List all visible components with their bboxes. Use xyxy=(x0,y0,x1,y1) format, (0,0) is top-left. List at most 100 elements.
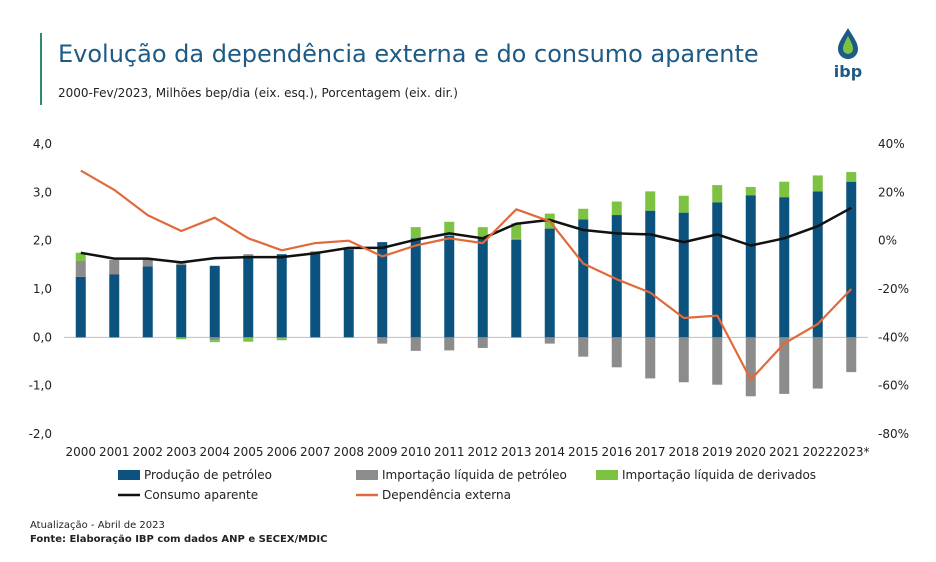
importacao-derivados-bar xyxy=(712,185,723,203)
legend-label: Consumo aparente xyxy=(144,488,258,502)
x-axis-tick-label: 2000 xyxy=(65,445,96,459)
producao-bar xyxy=(343,249,354,338)
producao-bar xyxy=(511,239,522,338)
importacao-derivados-bar xyxy=(243,337,254,342)
x-axis-tick-label: 2011 xyxy=(434,445,465,459)
producao-bar xyxy=(142,266,153,338)
x-axis-tick-label: 2021 xyxy=(769,445,800,459)
importacao-petroleo-bar xyxy=(578,337,589,357)
importacao-petroleo-bar xyxy=(444,337,455,351)
x-axis-tick-label: 2020 xyxy=(735,445,766,459)
importacao-petroleo-bar xyxy=(678,337,689,383)
logo-text: ibp xyxy=(834,62,862,81)
importacao-petroleo-bar xyxy=(712,337,723,385)
producao-bar xyxy=(310,252,321,338)
importacao-derivados-bar xyxy=(410,227,421,239)
right-axis-tick-label: -40% xyxy=(878,330,909,344)
importacao-petroleo-bar xyxy=(544,337,555,344)
dependencia-externa-line xyxy=(80,169,853,381)
importacao-petroleo-bar xyxy=(645,337,656,379)
x-axis-tick-label: 2023* xyxy=(833,445,870,459)
x-axis-tick-label: 2014 xyxy=(534,445,565,459)
right-axis-tick-label: 0% xyxy=(878,234,897,248)
source-note: Fonte: Elaboração IBP com dados ANP e SE… xyxy=(30,534,328,545)
importacao-derivados-bar xyxy=(477,227,488,238)
x-axis-tick-label: 2005 xyxy=(233,445,264,459)
x-axis-tick-label: 2018 xyxy=(668,445,699,459)
right-axis-tick-label: -60% xyxy=(878,379,909,393)
importacao-derivados-bar xyxy=(745,187,756,196)
importacao-derivados-bar xyxy=(578,208,589,220)
producao-bar xyxy=(846,181,857,338)
importacao-derivados-bar xyxy=(75,252,86,261)
importacao-petroleo-bar xyxy=(209,337,220,341)
importacao-petroleo-bar xyxy=(75,260,86,277)
producao-bar xyxy=(410,238,421,338)
left-axis-tick-label: 4,0 xyxy=(33,137,52,151)
x-axis-tick-label: 2002 xyxy=(132,445,163,459)
producao-bar xyxy=(176,264,187,338)
importacao-petroleo-bar xyxy=(176,263,187,265)
ibp-logo: ibp xyxy=(834,28,862,81)
page-subtitle: 2000-Fev/2023, Milhões bep/dia (eix. esq… xyxy=(58,86,458,100)
legend-swatch-importacao-petroleo xyxy=(356,470,378,480)
x-axis-tick-label: 2010 xyxy=(400,445,431,459)
logo-drop-highlight xyxy=(843,36,853,54)
importacao-petroleo-bar xyxy=(745,337,756,397)
importacao-petroleo-bar xyxy=(243,254,254,257)
x-axis-tick-label: 2017 xyxy=(635,445,666,459)
importacao-derivados-bar xyxy=(678,195,689,213)
importacao-petroleo-bar xyxy=(477,337,488,348)
dependency-consumption-chart: 4,0 3,0 2,0 1,0 0,0 -1,0 -2,0 40% 20% 0% -20% -40% -… xyxy=(29,137,909,502)
page-title: Evolução da dependência externa e do con… xyxy=(58,40,759,68)
producao-bar xyxy=(712,202,723,338)
update-note: Atualização - Abril de 2023 xyxy=(30,520,165,531)
importacao-derivados-bar xyxy=(611,201,622,216)
importacao-derivados-bar xyxy=(276,338,287,341)
producao-bar xyxy=(109,274,120,338)
producao-bar xyxy=(578,219,589,338)
left-axis-tick-label: 0,0 xyxy=(33,330,52,344)
left-axis-tick-label: 3,0 xyxy=(33,185,52,199)
importacao-petroleo-bar xyxy=(812,337,823,389)
x-axis-tick-label: 2003 xyxy=(166,445,197,459)
legend-label: Importação líquida de derivados xyxy=(622,468,816,482)
x-axis-tick-label: 2008 xyxy=(333,445,364,459)
producao-bar xyxy=(276,254,287,338)
title-accent-bar xyxy=(40,33,42,105)
producao-bar xyxy=(611,215,622,338)
producao-bar xyxy=(745,195,756,338)
x-axis-tick-label: 2001 xyxy=(99,445,130,459)
producao-bar xyxy=(812,191,823,338)
producao-bar xyxy=(779,197,790,338)
importacao-petroleo-bar xyxy=(779,337,790,394)
importacao-petroleo-bar xyxy=(846,337,857,373)
legend-label: Dependência externa xyxy=(382,488,511,502)
x-axis-tick-label: 2022 xyxy=(802,445,833,459)
right-axis-tick-label: 40% xyxy=(878,137,905,151)
producao-bar xyxy=(75,276,86,338)
legend-swatch-producao xyxy=(118,470,140,480)
importacao-derivados-bar xyxy=(846,172,857,182)
producao-bar xyxy=(444,235,455,338)
importacao-petroleo-bar xyxy=(611,337,622,368)
importacao-derivados-bar xyxy=(209,340,220,343)
importacao-petroleo-bar xyxy=(377,337,388,344)
importacao-petroleo-bar xyxy=(109,260,120,275)
importacao-petroleo-bar xyxy=(511,238,522,240)
x-axis-tick-label: 2016 xyxy=(601,445,632,459)
producao-bar xyxy=(678,212,689,338)
importacao-derivados-bar xyxy=(645,191,656,211)
left-axis-tick-label: 1,0 xyxy=(33,282,52,296)
importacao-petroleo-bar xyxy=(276,337,287,339)
x-axis-tick-label: 2015 xyxy=(568,445,599,459)
producao-bar xyxy=(209,265,220,338)
importacao-derivados-bar xyxy=(511,223,522,239)
importacao-derivados-bar xyxy=(812,175,823,192)
producao-bar xyxy=(645,210,656,338)
importacao-derivados-bar xyxy=(176,337,187,340)
left-axis-tick-label: -2,0 xyxy=(29,427,52,441)
producao-bar xyxy=(243,256,254,338)
importacao-petroleo-bar xyxy=(142,259,153,267)
importacao-derivados-bar xyxy=(779,181,790,198)
